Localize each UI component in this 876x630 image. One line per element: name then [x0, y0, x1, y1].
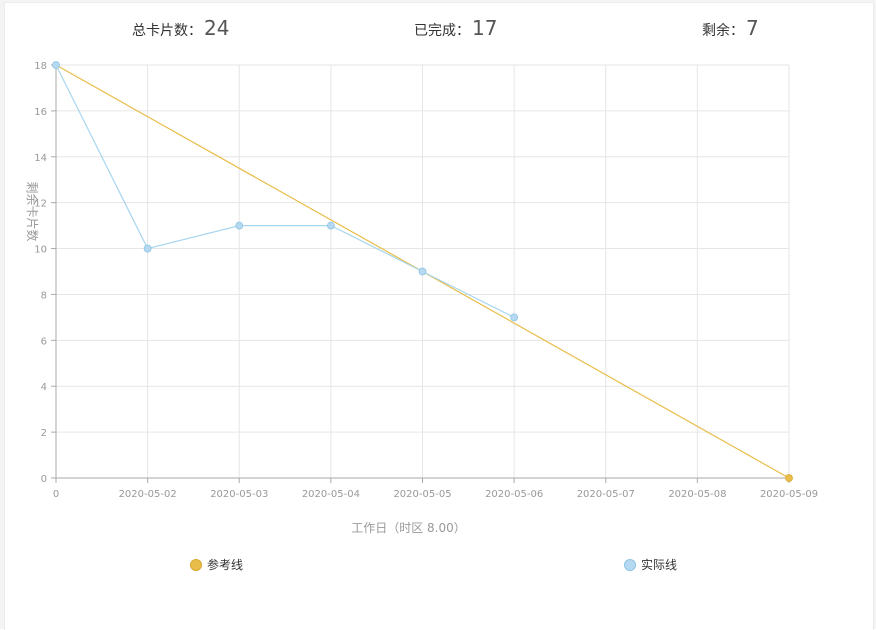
actual-point	[418, 267, 427, 276]
series-line-actual	[55, 64, 515, 318]
reference-point	[785, 474, 793, 482]
x-tick-label: 2020-05-05	[393, 489, 451, 500]
x-tick-label: 2020-05-03	[210, 489, 268, 500]
actual-point	[143, 244, 152, 253]
y-tick-label: 18	[34, 61, 47, 72]
legend-actual-label: 实际线	[641, 558, 678, 572]
y-tick-label: 6	[41, 336, 47, 347]
y-tick-label: 12	[34, 199, 47, 210]
remaining-cards-label: 剩余：	[702, 23, 744, 39]
x-tick-label: 2020-05-06	[485, 489, 543, 500]
y-tick-label: 16	[34, 107, 47, 118]
total-cards-stat: 总卡片数： 24	[132, 16, 229, 40]
completed-cards-stat: 已完成： 17	[414, 16, 497, 40]
y-tick-label: 0	[41, 474, 47, 485]
remaining-cards-value: 7	[746, 16, 759, 40]
legend-reference-marker	[190, 558, 202, 571]
x-tick-label: 2020-05-02	[119, 489, 177, 500]
total-cards-value: 24	[204, 16, 230, 40]
total-cards-label: 总卡片数：	[132, 23, 202, 39]
legend-item-actual[interactable]: 实际线	[624, 556, 677, 573]
x-tick-label: 2020-05-08	[668, 489, 726, 500]
y-tick-label: 8	[41, 290, 47, 301]
y-axis-title: 剩余卡片数	[25, 181, 40, 241]
y-tick-label: 14	[34, 153, 47, 164]
completed-cards-label: 已完成：	[414, 23, 470, 39]
y-tick-label: 10	[34, 245, 47, 256]
remaining-cards-stat: 剩余： 7	[702, 16, 759, 40]
x-tick-label: 0	[53, 489, 59, 500]
actual-point	[326, 221, 335, 230]
x-tick-label: 2020-05-04	[302, 489, 360, 500]
legend-actual-marker	[624, 558, 636, 571]
x-tick-label: 2020-05-07	[577, 489, 635, 500]
x-axis-title: 工作日（时区 8.00）	[351, 521, 466, 535]
legend-item-reference[interactable]: 参考线	[190, 556, 243, 573]
x-tick-label: 2020-05-09	[760, 489, 818, 500]
burndown-panel	[4, 2, 874, 630]
completed-cards-value: 17	[472, 16, 498, 40]
y-tick-label: 4	[41, 382, 47, 393]
actual-point	[510, 313, 519, 322]
legend-reference-label: 参考线	[207, 558, 244, 572]
y-tick-label: 2	[41, 428, 47, 439]
actual-point	[52, 61, 60, 69]
actual-point	[235, 221, 244, 230]
